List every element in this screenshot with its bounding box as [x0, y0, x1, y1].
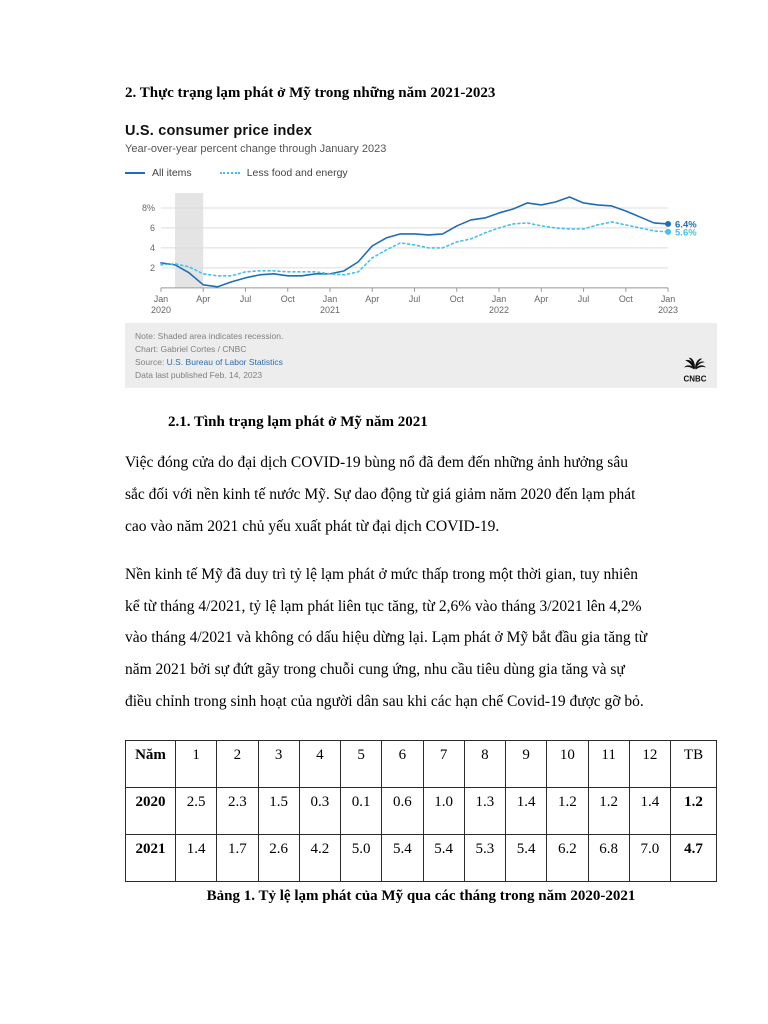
cell-value: 2.3 — [216, 786, 259, 835]
svg-text:6.4%: 6.4% — [675, 219, 697, 230]
svg-text:Oct: Oct — [619, 294, 633, 304]
cell-value: 5.4 — [422, 833, 465, 882]
svg-text:Jul: Jul — [578, 294, 589, 304]
col-header-year: Năm — [125, 739, 176, 788]
cell-value: 0.6 — [381, 786, 424, 835]
svg-text:Jan: Jan — [154, 294, 168, 304]
svg-text:Apr: Apr — [365, 294, 379, 304]
cnbc-logo: CNBC — [680, 357, 710, 383]
cell-average: 4.7 — [670, 833, 717, 882]
section-heading: 2. Thực trạng lạm phát ở Mỹ trong những … — [125, 85, 496, 101]
legend-label-all-items: All items — [152, 167, 192, 179]
svg-text:2022: 2022 — [489, 305, 509, 315]
cell-value: 1.0 — [422, 786, 465, 835]
inflation-table: Năm 1 2 3 4 5 6 7 8 9 10 11 12 TB 2020 2.5 2.3 1.5 0.3 0.1… — [125, 739, 717, 882]
svg-text:2021: 2021 — [320, 305, 340, 315]
cell-value: 4.2 — [298, 833, 342, 882]
col-header-month: 2 — [216, 739, 259, 788]
svg-text:Apr: Apr — [196, 294, 210, 304]
svg-text:CNBC: CNBC — [684, 375, 707, 384]
chart-note: Note: Shaded area indicates recession. — [135, 330, 284, 341]
paragraph-1: Việc đóng cửa do đại dịch COVID-19 bùng … — [125, 454, 636, 535]
cell-average: 1.2 — [670, 786, 717, 835]
table-caption: Bảng 1. Tỷ lệ lạm phát của Mỹ qua các th… — [206, 887, 636, 904]
col-header-month: 7 — [422, 739, 465, 788]
cell-value: 5.3 — [463, 833, 507, 882]
table-row: 2020 2.5 2.3 1.5 0.3 0.1 0.6 1.0 1.3 1.4 1.2 1.2 1.4… — [125, 786, 717, 835]
cnbc-peacock-icon: CNBC — [684, 357, 707, 384]
svg-text:Apr: Apr — [534, 294, 548, 304]
cell-value: 5.4 — [504, 833, 548, 882]
cell-value: 1.4 — [628, 786, 672, 835]
svg-text:5.6%: 5.6% — [675, 227, 697, 238]
cell-value: 1.2 — [587, 786, 630, 835]
source-link[interactable]: U.S. Bureau of Labor Statistics — [166, 357, 283, 368]
col-header-month: 9 — [504, 739, 548, 788]
chart-subtitle: Year-over-year percent change through Ja… — [125, 143, 387, 155]
legend-label-core: Less food and energy — [246, 167, 348, 179]
legend-item-core: Less food and energy — [219, 167, 348, 179]
svg-text:Jul: Jul — [409, 294, 420, 304]
cell-value: 1.7 — [216, 833, 259, 882]
cpi-chart-figure: U.S. consumer price index Year-over-year… — [125, 123, 717, 389]
cell-value: 1.2 — [546, 786, 589, 835]
cell-value: 1.4 — [174, 833, 218, 882]
core-line-swatch-icon — [219, 172, 240, 174]
svg-text:2023: 2023 — [658, 305, 678, 315]
svg-text:Oct: Oct — [450, 294, 464, 304]
chart-footer: Note: Shaded area indicates recession. C… — [125, 322, 717, 389]
col-header-month: 4 — [298, 739, 342, 788]
cell-value: 0.3 — [298, 786, 342, 835]
legend-item-all-items: All items — [125, 167, 192, 179]
subsection-heading: 2.1. Tình trạng lạm phát ở Mỹ năm 2021 — [168, 414, 428, 431]
svg-text:2020: 2020 — [151, 305, 171, 315]
cell-value: 7.0 — [628, 833, 672, 882]
cell-year: 2020 — [125, 786, 176, 835]
svg-text:4: 4 — [150, 243, 155, 253]
cell-value: 6.2 — [546, 833, 589, 882]
cell-value: 5.0 — [339, 833, 383, 882]
svg-text:6: 6 — [150, 223, 155, 233]
chart-legend: All items Less food and energy — [125, 167, 717, 179]
all-items-line-swatch-icon — [125, 172, 145, 174]
col-header-month: 1 — [174, 739, 218, 788]
paragraph-2: Nền kinh tế Mỹ đã duy trì tỷ lệ lạm phát… — [125, 565, 648, 710]
svg-text:Jan: Jan — [661, 294, 675, 304]
svg-text:Jan: Jan — [323, 294, 337, 304]
svg-text:2: 2 — [150, 263, 155, 273]
table-row: 2021 1.4 1.7 2.6 4.2 5.0 5.4 5.4 5.3 5.4 6.2 6.8 7.0… — [125, 833, 717, 882]
cell-value: 0.1 — [339, 786, 383, 835]
svg-text:Oct: Oct — [281, 294, 295, 304]
cell-value: 6.8 — [587, 833, 630, 882]
cell-year: 2021 — [125, 833, 176, 882]
cell-value: 2.5 — [174, 786, 218, 835]
cell-value: 5.4 — [381, 833, 424, 882]
svg-text:Jan: Jan — [492, 294, 506, 304]
cell-value: 1.3 — [463, 786, 507, 835]
chart-credit: Chart: Gabriel Cortes / CNBC — [135, 343, 247, 354]
col-header-month: 10 — [546, 739, 589, 788]
cell-value: 2.6 — [257, 833, 300, 882]
chart-source: Source: U.S. Bureau of Labor Statistics — [135, 356, 707, 369]
col-header-month: TB — [670, 739, 717, 788]
chart-title: U.S. consumer price index — [125, 123, 313, 139]
col-header-month: 12 — [628, 739, 672, 788]
col-header-month: 11 — [587, 739, 630, 788]
cell-value: 1.5 — [257, 786, 300, 835]
svg-text:Jul: Jul — [240, 294, 251, 304]
svg-text:8%: 8% — [142, 203, 155, 213]
col-header-month: 3 — [257, 739, 300, 788]
cell-value: 1.4 — [504, 786, 548, 835]
col-header-month: 8 — [463, 739, 507, 788]
chart-published: Data last published Feb. 14, 2023 — [135, 370, 263, 381]
col-header-month: 6 — [381, 739, 424, 788]
table-header-row: Năm 1 2 3 4 5 6 7 8 9 10 11 12 TB — [125, 739, 717, 788]
col-header-month: 5 — [339, 739, 383, 788]
chart-source-prefix: Source: — [135, 357, 167, 368]
